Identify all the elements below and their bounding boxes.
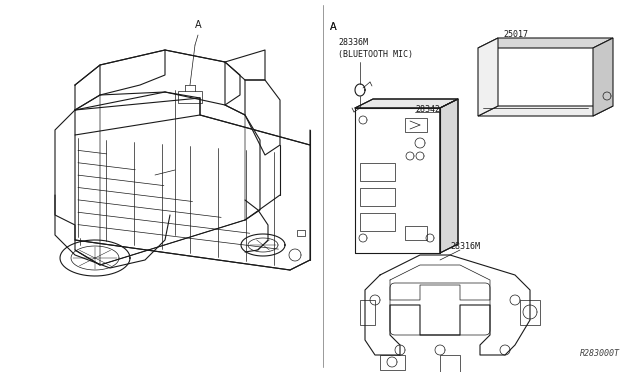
- Bar: [360, 213, 395, 231]
- Text: 25017: 25017: [503, 30, 528, 39]
- Polygon shape: [355, 99, 458, 108]
- Polygon shape: [593, 38, 613, 116]
- Bar: [405, 118, 427, 132]
- Bar: [520, 300, 540, 325]
- Polygon shape: [478, 38, 498, 116]
- Bar: [360, 163, 395, 181]
- Text: 28316M: 28316M: [450, 242, 480, 251]
- Text: A: A: [330, 22, 337, 32]
- Polygon shape: [478, 38, 613, 48]
- Bar: [178, 91, 202, 103]
- Bar: [360, 300, 375, 325]
- Bar: [440, 355, 460, 372]
- Bar: [405, 226, 427, 240]
- Bar: [380, 355, 405, 370]
- Text: A: A: [195, 20, 202, 30]
- Bar: [297, 230, 305, 236]
- Text: 28336M: 28336M: [338, 38, 368, 47]
- Bar: [360, 188, 395, 206]
- Text: 28342: 28342: [415, 105, 440, 114]
- Polygon shape: [478, 106, 613, 116]
- Text: R283000T: R283000T: [580, 349, 620, 358]
- Polygon shape: [440, 99, 458, 253]
- Text: A: A: [330, 22, 337, 32]
- Text: (BLUETOOTH MIC): (BLUETOOTH MIC): [338, 50, 413, 59]
